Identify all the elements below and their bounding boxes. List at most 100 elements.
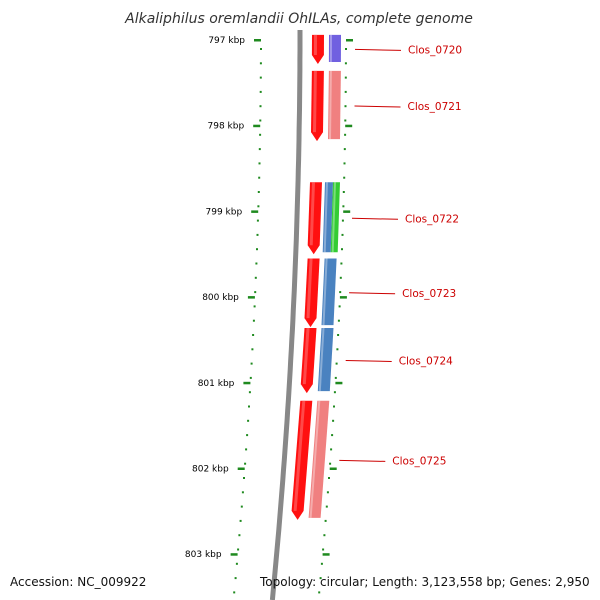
guide-dot-right — [333, 405, 335, 408]
guide-dot-right — [325, 505, 328, 508]
tick-mark-right — [346, 39, 353, 42]
tick-label: 803 kbp — [185, 550, 222, 560]
guide-dot-left — [259, 133, 262, 136]
guide-dot-left — [241, 491, 244, 494]
guide-dot-right — [341, 248, 343, 251]
guide-dot-right — [345, 48, 347, 50]
tick-label: 797 kbp — [208, 36, 245, 46]
guide-dot-right — [344, 119, 347, 122]
tick-mark-left — [230, 553, 238, 556]
guide-dot-left — [257, 191, 260, 193]
guide-dot-left — [254, 276, 257, 279]
tick-marks: 797 kbp 798 kbp 799 kbp 800 kbp 801 kbp 802 k… — [185, 36, 353, 560]
gene-arrow-shine — [306, 258, 313, 319]
gene-arrow-shine — [309, 182, 315, 246]
guide-dot-left — [233, 591, 236, 594]
guide-dot-right — [338, 305, 341, 308]
gene-label-line — [354, 105, 401, 108]
tick-label: 802 kbp — [192, 465, 229, 475]
guide-dot-right — [340, 262, 343, 265]
genome-backbone — [269, 30, 303, 600]
dotted-guides — [233, 48, 347, 594]
guide-dot-left — [257, 205, 260, 208]
gene-label[interactable]: Clos_0723 — [402, 288, 456, 300]
tick-mark-right — [343, 210, 351, 213]
guide-dot-right — [344, 62, 347, 65]
guide-dot-right — [339, 291, 342, 294]
guide-dot-left — [256, 219, 259, 222]
guide-dot-right — [322, 548, 325, 551]
guide-dot-right — [342, 191, 345, 193]
guide-dot-right — [341, 219, 344, 222]
guide-dot-left — [258, 176, 261, 179]
gene-arrow-shine — [302, 328, 310, 385]
guide-dot-left — [252, 319, 255, 322]
tick-mark-right — [339, 296, 347, 299]
guide-dot-left — [259, 105, 262, 108]
guide-dot-left — [254, 291, 257, 294]
guide-dot-right — [319, 577, 322, 580]
topology-text: Topology: circular; Length: 3,123,558 bp… — [260, 575, 590, 589]
guide-dot-left — [260, 48, 262, 50]
gene-category-bar — [308, 400, 330, 518]
gene-clos_0723[interactable]: Clos_0723 — [304, 258, 457, 328]
guide-dot-right — [344, 105, 347, 108]
guide-dot-right — [320, 562, 323, 565]
guide-dot-left — [238, 534, 241, 537]
guide-dot-right — [341, 233, 344, 236]
guide-dot-right — [318, 591, 321, 594]
guide-dot-left — [248, 405, 250, 408]
guide-dot-left — [245, 448, 248, 451]
gene-label[interactable]: Clos_0724 — [399, 356, 453, 368]
gene-clos_0720[interactable]: Clos_0720 — [311, 34, 462, 64]
tick-mark-left — [251, 210, 259, 213]
gene-clos_0725[interactable]: Clos_0725 — [291, 400, 447, 520]
accession-text: Accession: NC_009922 — [10, 575, 147, 589]
gene-category-bar-shine — [309, 400, 321, 518]
guide-dot-left — [252, 334, 255, 336]
gene-clos_0721[interactable]: Clos_0721 — [311, 70, 462, 142]
guide-dot-left — [256, 233, 259, 236]
guide-dot-right — [344, 90, 347, 93]
guide-dot-left — [240, 505, 243, 508]
gene-label[interactable]: Clos_0721 — [408, 101, 462, 113]
guide-dot-left — [259, 76, 262, 79]
gene-label[interactable]: Clos_0720 — [408, 44, 462, 56]
guide-dot-right — [332, 419, 335, 422]
guide-dot-right — [343, 148, 346, 151]
map-title: Alkaliphilus oremlandii OhILAs, complete… — [124, 11, 473, 27]
gene-clos_0724[interactable]: Clos_0724 — [300, 328, 453, 394]
guide-dot-left — [247, 419, 250, 422]
gene-label[interactable]: Clos_0725 — [392, 455, 446, 467]
guide-dot-left — [235, 562, 238, 565]
guide-dot-right — [326, 491, 329, 494]
guide-dot-left — [250, 362, 253, 365]
guide-dot-left — [259, 90, 262, 93]
gene-label-line — [351, 217, 399, 220]
guide-dot-right — [328, 477, 330, 479]
guide-dot-right — [344, 76, 347, 79]
gene-arrow — [311, 70, 324, 142]
guide-dot-left — [258, 148, 261, 151]
guide-dot-right — [329, 462, 332, 465]
gene-category-bar — [322, 182, 333, 253]
gene-category-bar-shine — [323, 182, 328, 253]
gene-arrow-shine — [313, 34, 317, 55]
tick-label: 800 kbp — [202, 293, 239, 303]
gene-clos_0722[interactable]: Clos_0722 — [307, 182, 459, 255]
gene-arrow-shine — [293, 400, 306, 511]
guide-dot-left — [259, 119, 262, 122]
tick-label: 798 kbp — [208, 122, 245, 132]
guide-dot-left — [244, 462, 247, 465]
tick-mark-left — [254, 39, 261, 42]
gene-label[interactable]: Clos_0722 — [405, 213, 459, 225]
guide-dot-left — [234, 577, 237, 580]
guide-dot-left — [249, 376, 252, 379]
tick-mark-left — [237, 467, 245, 470]
guide-dot-right — [342, 205, 345, 208]
gene-category-bar-shine — [329, 34, 332, 62]
guide-dot-right — [339, 276, 342, 279]
guide-dot-right — [337, 334, 340, 336]
tick-mark-right — [322, 553, 330, 556]
